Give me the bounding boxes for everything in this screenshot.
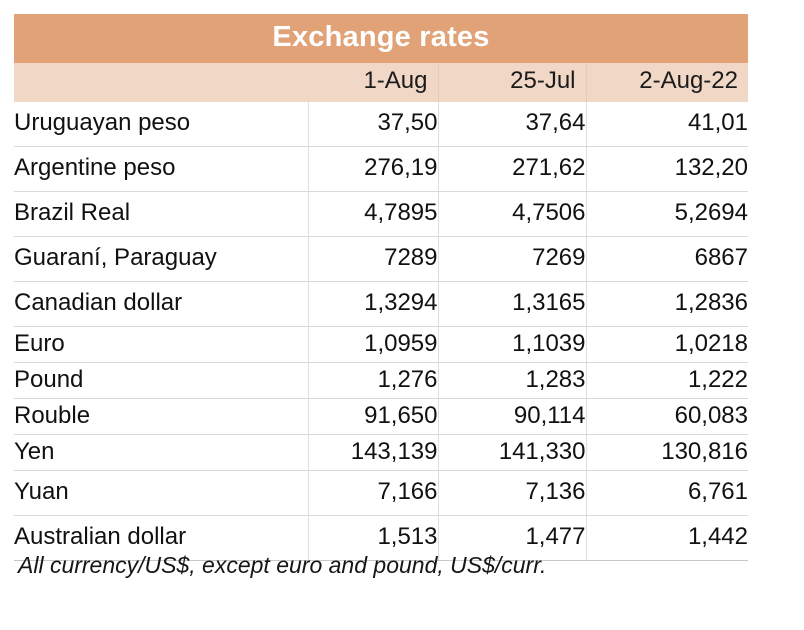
currency-name-cell: Brazil Real (14, 191, 309, 237)
rate-cell-1-aug: 37,50 (308, 102, 439, 147)
column-header-1-aug: 1-Aug (308, 63, 439, 102)
exchange-rates-table: Exchange rates 1-Aug 25-Jul 2-Aug-22 Uru… (14, 14, 748, 561)
rate-cell-1-aug: 7,166 (308, 470, 439, 516)
column-header-row: 1-Aug 25-Jul 2-Aug-22 (14, 63, 748, 102)
table-footnote: All currency/US$, except euro and pound,… (18, 552, 547, 578)
rate-cell-2-aug-22: 41,01 (586, 102, 748, 147)
table-row: Yuan 7,166 7,136 6,761 (14, 470, 748, 516)
table-row: Guaraní, Paraguay 7289 7269 6867 (14, 236, 748, 282)
rate-cell-25-jul: 37,64 (438, 102, 587, 147)
table-row: Euro 1,0959 1,1039 1,0218 (14, 326, 748, 363)
column-header-25-jul: 25-Jul (438, 63, 587, 102)
rate-cell-1-aug: 1,276 (308, 362, 439, 399)
rate-cell-25-jul: 141,330 (438, 434, 587, 471)
table-head: Exchange rates 1-Aug 25-Jul 2-Aug-22 (14, 14, 748, 102)
table-row: Yen 143,139 141,330 130,816 (14, 434, 748, 471)
currency-name-cell: Rouble (14, 398, 309, 435)
currency-name-cell: Argentine peso (14, 146, 309, 192)
column-header-currency (14, 63, 308, 102)
table-row: Argentine peso 276,19 271,62 132,20 (14, 146, 748, 192)
rate-cell-2-aug-22: 5,2694 (586, 191, 748, 237)
rate-cell-2-aug-22: 1,442 (586, 515, 748, 561)
table-body: Uruguayan peso 37,50 37,64 41,01 Argentine p… (14, 102, 748, 561)
column-header-2-aug-22: 2-Aug-22 (586, 63, 748, 102)
rate-cell-2-aug-22: 60,083 (586, 398, 748, 435)
rate-cell-1-aug: 276,19 (308, 146, 439, 192)
rate-cell-1-aug: 7289 (308, 236, 439, 282)
currency-name-cell: Canadian dollar (14, 281, 309, 327)
rate-cell-1-aug: 143,139 (308, 434, 439, 471)
table-row: Brazil Real 4,7895 4,7506 5,2694 (14, 191, 748, 237)
rate-cell-25-jul: 1,3165 (438, 281, 587, 327)
rate-cell-2-aug-22: 130,816 (586, 434, 748, 471)
rate-cell-1-aug: 1,0959 (308, 326, 439, 363)
currency-name-cell: Uruguayan peso (14, 102, 309, 147)
rate-cell-2-aug-22: 1,222 (586, 362, 748, 399)
table-row: Pound 1,276 1,283 1,222 (14, 362, 748, 399)
currency-name-cell: Guaraní, Paraguay (14, 236, 309, 282)
currency-name-cell: Australian dollar (14, 515, 309, 561)
currency-name-cell: Euro (14, 326, 309, 363)
rate-cell-25-jul: 1,1039 (438, 326, 587, 363)
rate-cell-25-jul: 7269 (438, 236, 587, 282)
table-row: Australian dollar 1,513 1,477 1,442 (14, 515, 748, 561)
title-row: Exchange rates (14, 14, 748, 63)
rate-cell-25-jul: 7,136 (438, 470, 587, 516)
rates-table-container: Exchange rates 1-Aug 25-Jul 2-Aug-22 Uru… (14, 14, 748, 561)
currency-name-cell: Pound (14, 362, 309, 399)
rate-cell-1-aug: 1,513 (308, 515, 439, 561)
table-row: Uruguayan peso 37,50 37,64 41,01 (14, 102, 748, 147)
rate-cell-2-aug-22: 1,2836 (586, 281, 748, 327)
currency-name-cell: Yen (14, 434, 309, 471)
table-title: Exchange rates (14, 14, 748, 63)
rate-cell-2-aug-22: 1,0218 (586, 326, 748, 363)
table-row: Canadian dollar 1,3294 1,3165 1,2836 (14, 281, 748, 327)
currency-name-cell: Yuan (14, 470, 309, 516)
table-row: Rouble 91,650 90,114 60,083 (14, 398, 748, 435)
rate-cell-2-aug-22: 132,20 (586, 146, 748, 192)
rate-cell-1-aug: 4,7895 (308, 191, 439, 237)
rate-cell-1-aug: 91,650 (308, 398, 439, 435)
rate-cell-25-jul: 90,114 (438, 398, 587, 435)
rate-cell-25-jul: 4,7506 (438, 191, 587, 237)
rate-cell-2-aug-22: 6867 (586, 236, 748, 282)
rate-cell-2-aug-22: 6,761 (586, 470, 748, 516)
rate-cell-25-jul: 1,477 (438, 515, 587, 561)
rate-cell-25-jul: 1,283 (438, 362, 587, 399)
rate-cell-25-jul: 271,62 (438, 146, 587, 192)
rate-cell-1-aug: 1,3294 (308, 281, 439, 327)
